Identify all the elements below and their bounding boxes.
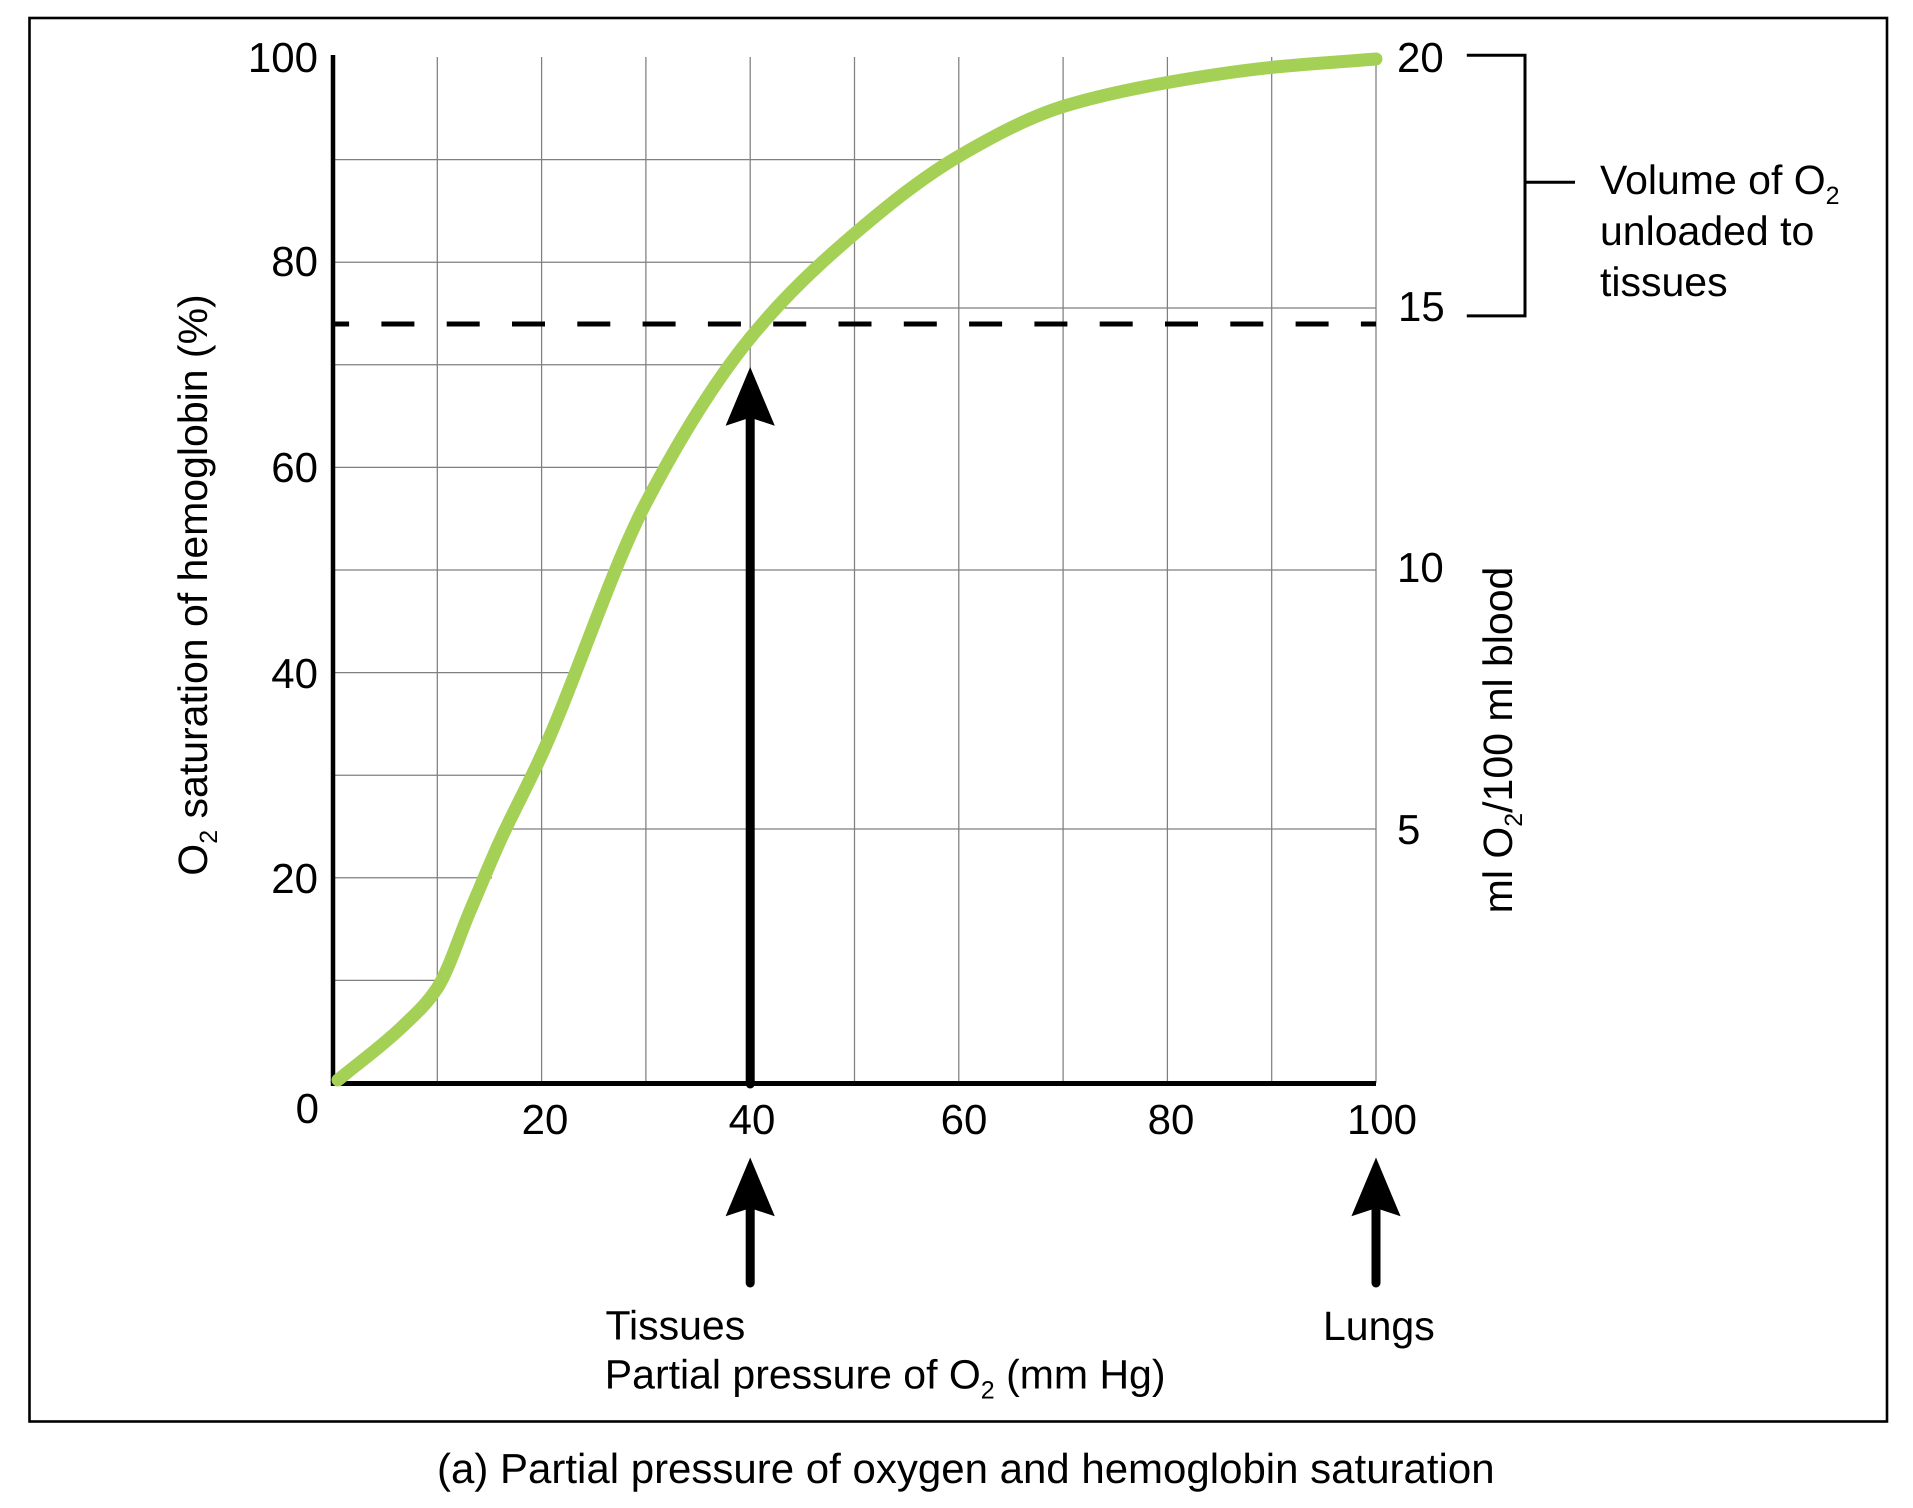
svg-text:tissues: tissues xyxy=(1600,259,1728,305)
svg-text:80: 80 xyxy=(271,238,318,285)
svg-text:O2 saturation of hemoglobin (%: O2 saturation of hemoglobin (%) xyxy=(170,294,223,875)
svg-text:Lungs: Lungs xyxy=(1323,1303,1435,1349)
svg-text:Tissues: Tissues xyxy=(606,1303,746,1349)
svg-text:Partial pressure of O2 (mm Hg): Partial pressure of O2 (mm Hg) xyxy=(605,1352,1166,1405)
svg-text:10: 10 xyxy=(1397,544,1444,591)
svg-text:60: 60 xyxy=(271,444,318,491)
svg-text:unloaded to: unloaded to xyxy=(1600,208,1814,254)
svg-text:40: 40 xyxy=(271,650,318,697)
svg-text:100: 100 xyxy=(248,34,318,81)
svg-text:100: 100 xyxy=(1347,1096,1417,1143)
svg-text:ml O2/100 ml blood: ml O2/100 ml blood xyxy=(1475,567,1528,914)
svg-text:Volume of O2: Volume of O2 xyxy=(1600,157,1840,210)
svg-text:20: 20 xyxy=(1397,34,1444,81)
svg-text:0: 0 xyxy=(296,1085,319,1132)
svg-text:5: 5 xyxy=(1397,806,1420,853)
svg-text:20: 20 xyxy=(271,855,318,902)
svg-text:15: 15 xyxy=(1398,283,1445,330)
svg-text:60: 60 xyxy=(941,1096,988,1143)
svg-text:(a) Partial pressure of oxygen: (a) Partial pressure of oxygen and hemog… xyxy=(437,1445,1495,1492)
svg-text:80: 80 xyxy=(1148,1096,1195,1143)
svg-text:40: 40 xyxy=(729,1096,776,1143)
svg-text:20: 20 xyxy=(522,1096,569,1143)
